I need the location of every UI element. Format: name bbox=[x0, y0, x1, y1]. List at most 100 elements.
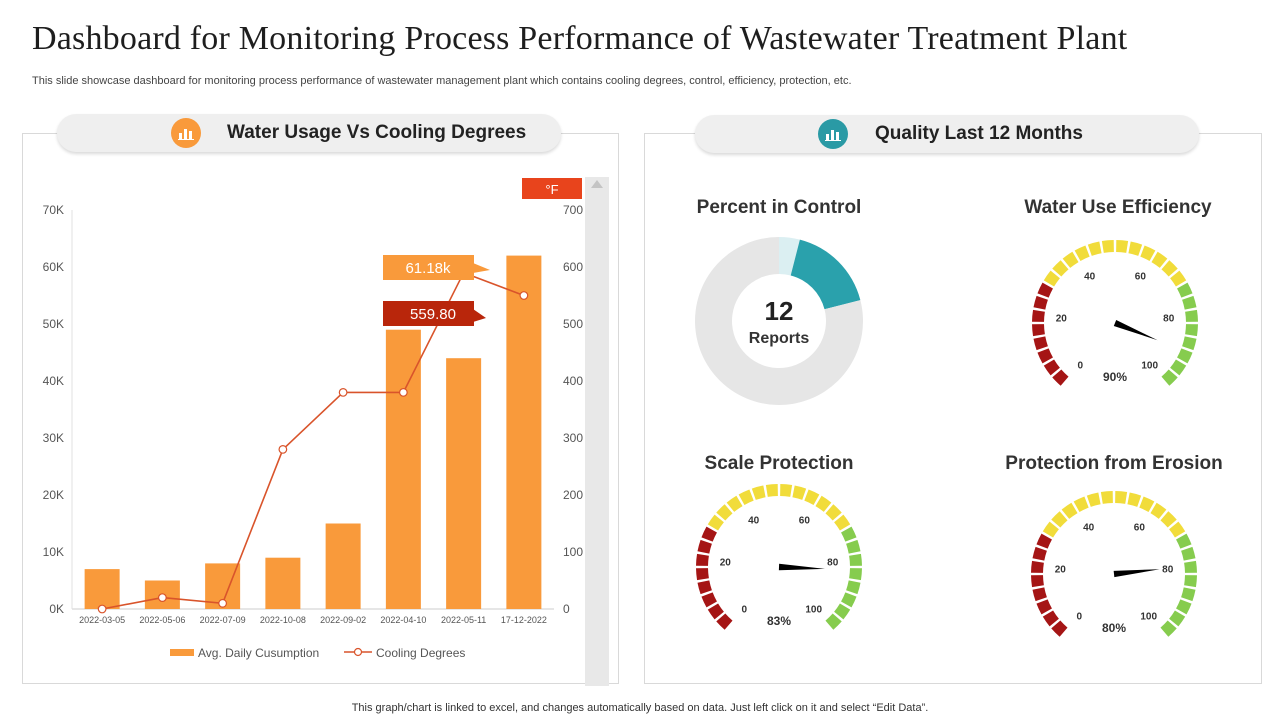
legend-swatch-bar bbox=[170, 649, 194, 656]
donut-center-label: Reports bbox=[749, 330, 810, 347]
gauge-segment bbox=[1032, 324, 1045, 337]
x-tick-label: 2022-07-09 bbox=[200, 615, 246, 625]
line-point-2022-10-08[interactable] bbox=[278, 445, 288, 454]
gauge-segment bbox=[841, 592, 857, 608]
donut-segment-1[interactable] bbox=[790, 239, 861, 310]
gauge-segment bbox=[701, 526, 717, 542]
donut-title: Percent in Control bbox=[696, 197, 862, 218]
gauge-tick-label: 80 bbox=[827, 557, 839, 568]
gauge-segment bbox=[1037, 348, 1053, 364]
gauge-segment bbox=[1184, 560, 1197, 573]
gauge-segment bbox=[1073, 496, 1089, 512]
gauge-tick-label: 100 bbox=[1141, 360, 1158, 371]
gauge-segment bbox=[1037, 282, 1053, 298]
line-point-2022-07-09[interactable] bbox=[218, 598, 228, 608]
line-point-2022-04-10[interactable] bbox=[398, 387, 408, 397]
gauge-segment bbox=[804, 489, 820, 505]
gauge-tick-label: 80 bbox=[1163, 313, 1175, 324]
line-point-2022-09-02[interactable] bbox=[338, 387, 348, 397]
gauge-segment bbox=[1031, 575, 1044, 588]
y-left-tick-label: 20K bbox=[43, 488, 64, 502]
gauge-tick-label: 60 bbox=[1135, 271, 1147, 282]
y-left-tick-label: 30K bbox=[43, 431, 64, 445]
water-use-efficiency-gauge: 0 20 40 60 80 100 90% bbox=[1032, 240, 1198, 386]
line-point-17-12-2022[interactable] bbox=[519, 291, 529, 300]
bar-2022-10-08[interactable] bbox=[265, 557, 301, 609]
chart-scrollbar-track[interactable] bbox=[585, 177, 609, 686]
gauge-tick-label: 100 bbox=[805, 604, 822, 615]
gauge-segment bbox=[834, 603, 851, 620]
gauge-segment bbox=[1115, 491, 1128, 504]
line-callout-box bbox=[383, 301, 474, 326]
legend-label-bar: Avg. Daily Cusumption bbox=[198, 646, 319, 660]
gauge-segment bbox=[1176, 599, 1192, 615]
gauge-segment bbox=[834, 514, 851, 531]
y-left-tick-label: 50K bbox=[43, 317, 64, 331]
gauge-segment bbox=[1160, 620, 1177, 637]
gauge-segment bbox=[1043, 359, 1060, 376]
unit-badge bbox=[522, 178, 582, 199]
gauge-segment bbox=[738, 489, 754, 505]
donut-segment-0[interactable] bbox=[779, 237, 800, 276]
gauge-segment bbox=[697, 539, 712, 554]
y-right-tick-label: 200 bbox=[563, 488, 583, 502]
gauge-segment bbox=[707, 603, 724, 620]
gauge-segment bbox=[701, 592, 717, 608]
gauge-segment bbox=[1042, 521, 1059, 538]
gauge-segment bbox=[1127, 492, 1142, 507]
gauge-segment bbox=[1032, 309, 1045, 322]
y-left-tick-label: 40K bbox=[43, 374, 64, 388]
gauge-segment bbox=[1051, 511, 1068, 528]
gauge-segment bbox=[696, 568, 709, 581]
gauge-tick-label: 0 bbox=[1077, 611, 1083, 622]
bar-callout-label: 61.18k bbox=[405, 260, 451, 277]
gauge-segment bbox=[716, 504, 733, 521]
gauge-tick-label: 20 bbox=[1056, 313, 1068, 324]
gauge-segment bbox=[1161, 260, 1178, 277]
gauge-readout: 80% bbox=[1102, 621, 1126, 635]
left-panel-title: Water Usage Vs Cooling Degrees bbox=[227, 122, 527, 143]
bar-chart-icon bbox=[171, 118, 201, 148]
gauge-tick-label: 60 bbox=[1134, 522, 1146, 533]
x-tick-label: 2022-03-05 bbox=[79, 615, 125, 625]
cooling-degrees-line bbox=[101, 271, 525, 610]
donut-segment-2[interactable] bbox=[695, 237, 863, 405]
gauge-segment bbox=[1161, 369, 1178, 386]
y-right-tick-label: 400 bbox=[563, 374, 583, 388]
gauge-tick-label: 80 bbox=[1162, 564, 1174, 575]
bar-2022-03-05[interactable] bbox=[84, 569, 120, 609]
gauge-segment bbox=[1170, 359, 1187, 376]
y-right-tick-label: 600 bbox=[563, 260, 583, 274]
percent-in-control-donut[interactable]: 12 Reports bbox=[689, 231, 869, 411]
bar-2022-04-10[interactable] bbox=[385, 329, 421, 609]
scale-protection-gauge: 0 20 40 60 80 100 83% bbox=[696, 484, 862, 630]
gauge-segment bbox=[1042, 610, 1059, 627]
gauge-segment bbox=[815, 495, 832, 512]
line-point-2022-03-05[interactable] bbox=[97, 604, 107, 614]
gauge-segment bbox=[1101, 240, 1114, 253]
gauge-readout: 90% bbox=[1103, 370, 1127, 384]
gauge-tick-label: 0 bbox=[742, 604, 748, 615]
gauge-segment bbox=[1031, 560, 1044, 573]
gauge-segment bbox=[1182, 295, 1197, 310]
scroll-up-arrow-icon[interactable] bbox=[591, 180, 603, 188]
line-point-2022-05-06[interactable] bbox=[157, 593, 167, 603]
bar-17-12-2022[interactable] bbox=[506, 255, 542, 609]
combo-chart[interactable]: °F 0K 10K 20K 30K 40K 50K 60K 70K 0 100 200 300 400 5… bbox=[22, 160, 619, 690]
x-tick-label: 2022-09-02 bbox=[320, 615, 366, 625]
gauge-segment bbox=[1185, 309, 1198, 322]
gauge-segment bbox=[1176, 533, 1192, 549]
gauge-segment bbox=[1032, 587, 1047, 602]
bar-2022-09-02[interactable] bbox=[325, 523, 361, 610]
footer-note: This graph/chart is linked to excel, and… bbox=[351, 702, 929, 714]
bar-2022-05-11[interactable] bbox=[446, 358, 482, 609]
gauge-needle bbox=[778, 563, 825, 571]
gauge-segment bbox=[1139, 496, 1155, 512]
gauge-segment bbox=[1061, 502, 1078, 519]
gauge-segment bbox=[1181, 587, 1196, 602]
y-left-tick-label: 10K bbox=[43, 545, 64, 559]
gauge-segment bbox=[1052, 369, 1069, 386]
gauge-segment bbox=[1169, 521, 1186, 538]
gauge-segment bbox=[1151, 251, 1168, 268]
gauge-segment bbox=[716, 613, 733, 630]
